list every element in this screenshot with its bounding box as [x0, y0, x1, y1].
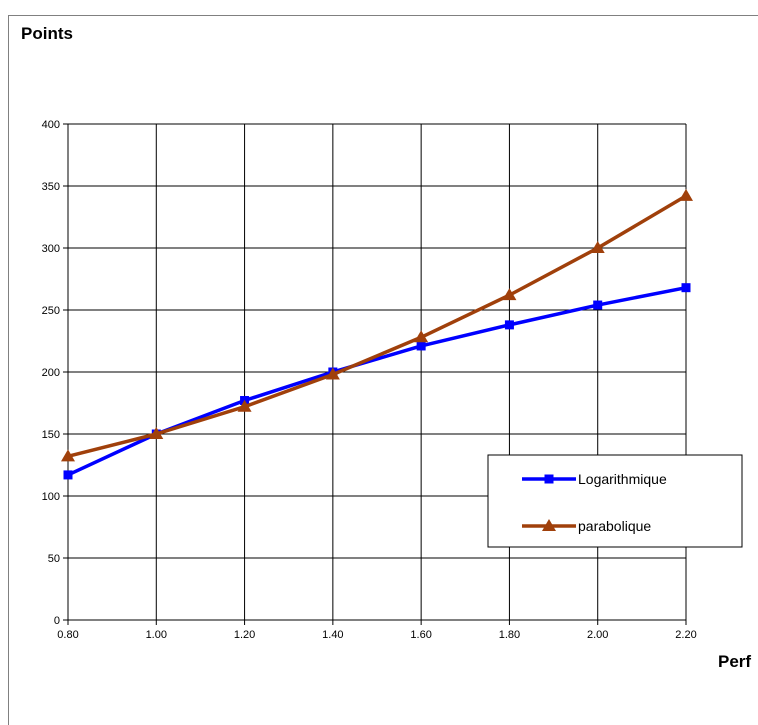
y-tick-label: 0 — [54, 615, 60, 627]
series-lines — [61, 188, 693, 480]
data-point-marker — [325, 367, 340, 380]
series-line — [67, 194, 687, 459]
tick-labels: 0 50 100 150 200 250 300 350 400 0.80 1.00 1.20 1.40… — [42, 119, 697, 641]
data-point-marker — [504, 320, 514, 330]
x-tick-label: 2.00 — [587, 629, 608, 641]
data-point-marker — [590, 241, 605, 253]
data-point-marker — [237, 399, 252, 412]
x-tick-label: 2.20 — [675, 629, 696, 641]
x-tick-label: 0.80 — [57, 629, 78, 641]
x-tick-label: 1.20 — [234, 629, 255, 641]
legend-swatch-marker — [542, 519, 556, 531]
legend-swatch-marker — [544, 474, 554, 484]
data-point-marker — [502, 288, 517, 301]
x-tick-label: 1.40 — [322, 629, 343, 641]
x-tick-label: 1.60 — [410, 629, 431, 641]
series-logarithmique — [63, 283, 691, 480]
x-tick-label: 1.80 — [499, 629, 520, 641]
y-tick-label: 150 — [42, 429, 60, 441]
y-tick-label: 300 — [42, 243, 60, 255]
x-axis-title: Perf — [718, 652, 751, 671]
series-line — [67, 285, 687, 477]
data-point-marker — [681, 283, 691, 293]
legend-item: Logarithmique — [522, 471, 667, 487]
data-point-marker — [414, 330, 429, 343]
y-tick-label: 400 — [42, 119, 60, 131]
data-point-marker — [593, 300, 603, 310]
data-point-marker — [416, 341, 426, 351]
legend-box — [487, 454, 743, 548]
series-parabolique — [61, 188, 693, 462]
y-tick-label: 250 — [42, 305, 60, 317]
x-tick-label: 1.00 — [146, 629, 167, 641]
data-point-marker — [63, 470, 73, 480]
axes — [63, 123, 687, 625]
y-tick-label: 200 — [42, 367, 60, 379]
data-point-marker — [61, 449, 75, 462]
legend-label: parabolique — [578, 518, 651, 534]
legend-label: Logarithmique — [578, 471, 667, 487]
y-tick-label: 50 — [48, 553, 60, 565]
y-tick-label: 350 — [42, 181, 60, 193]
legend: Logarithmique parabolique — [487, 454, 743, 548]
data-point-marker — [679, 188, 693, 201]
y-axis-title: Points — [21, 24, 73, 43]
legend-item: parabolique — [522, 518, 651, 534]
y-tick-label: 100 — [42, 491, 60, 503]
chart-frame — [8, 15, 758, 725]
line-chart: Points Perf 0 50 100 150 200 250 300 350 400 0.80… — [21, 24, 751, 671]
data-point-marker — [149, 427, 164, 439]
